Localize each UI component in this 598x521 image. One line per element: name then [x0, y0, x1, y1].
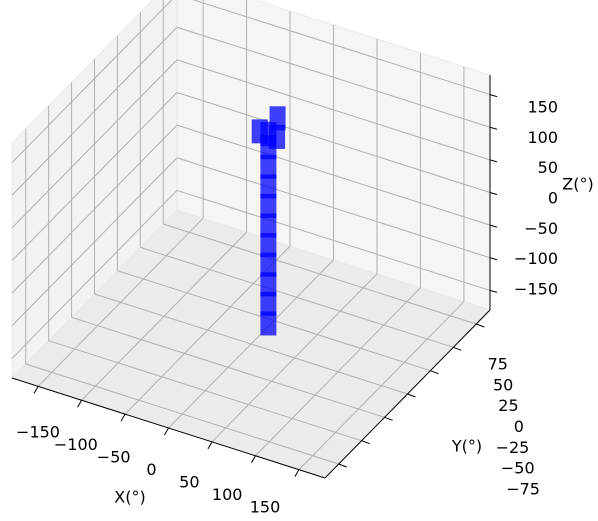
- z-tick-label: −100: [514, 249, 558, 268]
- tick-mark: [361, 440, 370, 445]
- grid-line: [11, 190, 178, 359]
- z-tick-label: 50: [538, 158, 558, 177]
- grid-line: [176, 189, 491, 291]
- y-axis-label: Y(°): [451, 437, 482, 456]
- voxel: [260, 311, 277, 336]
- grid-line: [48, 340, 362, 442]
- tick-mark: [489, 94, 498, 98]
- voxel: [260, 233, 277, 258]
- grid-line: [11, 26, 178, 196]
- grid-line: [176, 26, 491, 128]
- x-tick-label: −100: [54, 435, 98, 454]
- grid-line: [11, 124, 178, 294]
- voxel: [269, 124, 286, 149]
- tick-mark: [407, 393, 416, 398]
- y-tick-label: 0: [514, 417, 524, 436]
- z-axis-label: Z(°): [562, 175, 593, 194]
- grid-line: [176, 157, 491, 259]
- voxel: [260, 193, 277, 218]
- grid-line: [11, 157, 178, 327]
- tick-mark: [77, 399, 82, 408]
- grid-line: [11, 0, 173, 163]
- y-axis-line: [324, 309, 491, 479]
- y-tick-label: 25: [498, 396, 518, 415]
- x-tick-label: 0: [146, 460, 156, 479]
- tick-mark: [489, 289, 498, 293]
- tick-mark: [489, 224, 498, 228]
- grid-line: [176, 92, 491, 193]
- z-tick-label: −50: [524, 219, 558, 238]
- x-axis-line: [11, 377, 326, 479]
- grid-line: [11, 59, 178, 229]
- z-tick-label: 100: [527, 128, 558, 147]
- tick-mark: [453, 346, 462, 351]
- grid-line: [176, 124, 491, 226]
- tick-mark: [489, 192, 498, 195]
- grid-line: [163, 223, 477, 325]
- grid-line: [140, 246, 454, 348]
- grid-line: [25, 363, 339, 465]
- x-axis-label: X(°): [114, 488, 145, 507]
- grid-line: [71, 316, 385, 418]
- voxel: [260, 154, 277, 179]
- z-tick-label: 150: [527, 97, 558, 116]
- tick-mark: [489, 159, 498, 163]
- tick-mark: [489, 126, 498, 130]
- y-tick-label: 75: [488, 354, 508, 373]
- voxel: [260, 272, 277, 297]
- x-tick-label: −150: [16, 423, 60, 442]
- voxel: [260, 213, 277, 238]
- x-tick-label: 150: [250, 498, 281, 517]
- tick-mark: [338, 463, 347, 468]
- y-tick-label: 50: [493, 375, 513, 394]
- x-tick-label: 100: [212, 485, 243, 504]
- z-tick-label: 0: [548, 188, 558, 207]
- grid-line: [176, 59, 491, 161]
- tick-mark: [164, 427, 169, 436]
- x-tick-label: 50: [179, 473, 199, 492]
- voxel: [260, 174, 277, 199]
- x-tick-label: −50: [97, 448, 131, 467]
- y-tick-label: −25: [496, 438, 530, 457]
- grid-line: [192, 0, 491, 96]
- voxel: [260, 252, 277, 277]
- y-tick-label: −50: [501, 459, 535, 478]
- tick-mark: [251, 455, 256, 464]
- y-tick-label: −75: [506, 479, 540, 498]
- tick-mark: [476, 323, 485, 328]
- voxel: [269, 106, 286, 131]
- z-tick-label: −150: [514, 279, 558, 298]
- tick-mark: [384, 416, 393, 421]
- voxel: [251, 119, 268, 144]
- tick-mark: [430, 370, 439, 375]
- voxel: [260, 291, 277, 316]
- tick-mark: [207, 441, 213, 450]
- grid-line: [11, 92, 178, 261]
- tick-mark: [33, 386, 39, 394]
- grid-line: [94, 293, 408, 395]
- tick-mark: [489, 257, 498, 261]
- tick-mark: [120, 413, 126, 422]
- tick-mark: [294, 469, 300, 477]
